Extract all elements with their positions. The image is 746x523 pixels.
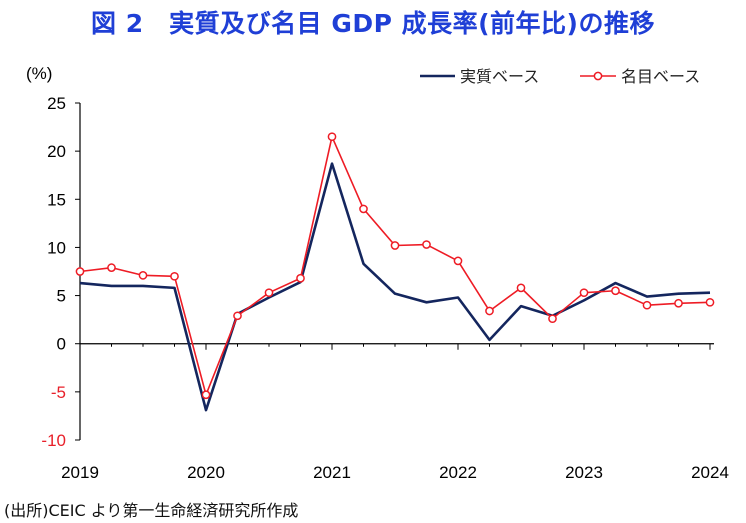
chart-title: 図 2 実質及び名目 GDP 成長率(前年比)の推移 (91, 9, 655, 38)
data-point (453, 256, 463, 266)
y-tick-label: 0 (57, 335, 66, 354)
x-tick-label: 2024 (691, 463, 729, 482)
y-tick-label: 20 (47, 142, 66, 161)
x-tick-label: 2020 (187, 463, 225, 482)
data-point (516, 283, 526, 293)
data-point (485, 306, 494, 316)
y-tick-label: 10 (47, 238, 66, 257)
y-tick-label: -5 (51, 383, 66, 402)
data-point (233, 311, 242, 321)
data-point (327, 132, 337, 142)
data-point (296, 273, 305, 283)
y-axis-unit-label: (%) (26, 64, 52, 83)
axes (75, 102, 714, 441)
data-point (548, 314, 557, 324)
data-point (390, 241, 400, 250)
legend-label-nominal: 名目ベース (621, 67, 700, 86)
data-point (705, 297, 715, 307)
data-point (107, 263, 116, 272)
x-tick-label: 2021 (313, 463, 351, 482)
y-tick-label: -10 (41, 431, 66, 450)
series-line-nominal (79, 135, 711, 396)
data-point (170, 271, 179, 281)
x-tick-label: 2023 (565, 463, 603, 482)
data-point (138, 271, 148, 280)
series-line-real (79, 162, 711, 412)
data-point (75, 267, 85, 276)
x-tick-label: 2022 (439, 463, 477, 482)
y-tick-label: 15 (47, 190, 66, 209)
x-tick-labels: 2019 2020 2021 2022 2023 2024 (61, 463, 729, 482)
data-point (674, 298, 683, 308)
legend-marker-nominal (593, 71, 603, 81)
legend-label-real: 実質ベース (460, 67, 539, 86)
y-tick-labels: 25 20 15 10 5 0 -5 -10 (41, 94, 66, 450)
data-point (422, 240, 431, 249)
data-point (579, 288, 589, 298)
data-point (611, 286, 620, 296)
data-point (359, 204, 368, 214)
data-point (264, 288, 274, 298)
legend: 実質ベース 名目ベース (420, 67, 700, 86)
x-tick-label: 2019 (61, 463, 99, 482)
y-tick-label: 5 (57, 287, 66, 306)
y-tick-label: 25 (47, 94, 66, 113)
source-note: (出所)CEIC より第一生命経済研究所作成 (4, 501, 299, 520)
data-point (642, 300, 652, 310)
series-group (75, 132, 715, 412)
data-point (201, 390, 211, 400)
